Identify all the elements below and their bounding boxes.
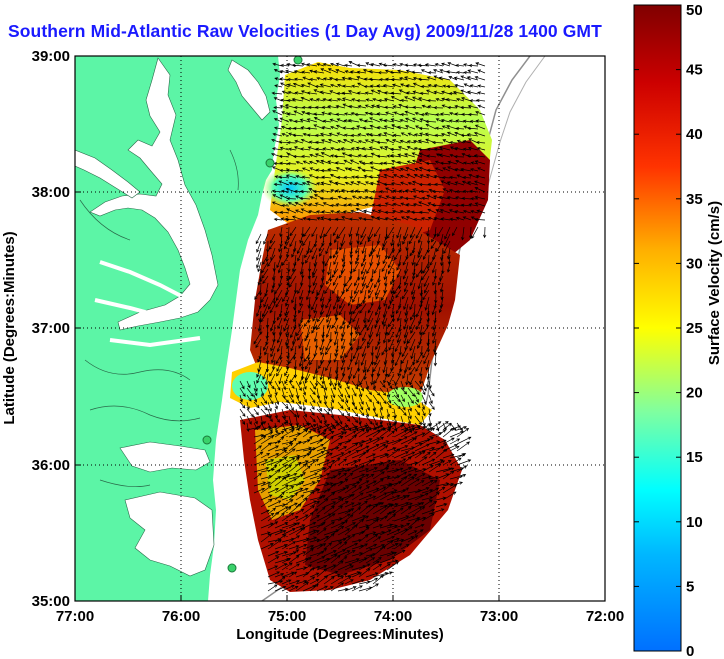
- colorbar-tick-label: 30: [686, 255, 703, 272]
- y-tick-label: 37:00: [32, 320, 70, 337]
- y-tick-label: 35:00: [32, 593, 70, 610]
- colorbar-tick-labels: 0 5 10 15 20 25 30 35 40 45 50: [686, 2, 703, 659]
- x-tick-labels: 77:00 76:00 75:00 74:00 73:00 72:00: [56, 608, 624, 625]
- colorbar-tick-label: 15: [686, 449, 703, 466]
- map-title: Southern Mid-Atlantic Raw Velocities (1 …: [8, 21, 602, 41]
- colorbar-tick-label: 10: [686, 514, 703, 531]
- radar-station: [227, 563, 237, 573]
- colorbar-title: Surface Velocity (cm/s): [706, 201, 723, 365]
- x-tick-label: 74:00: [374, 608, 412, 625]
- velocity-field: [230, 61, 492, 592]
- colorbar-tick-label: 40: [686, 126, 703, 143]
- y-tick-label: 36:00: [32, 457, 70, 474]
- radar-station: [293, 56, 303, 65]
- x-tick-label: 76:00: [162, 608, 200, 625]
- colorbar-tick-label: 20: [686, 385, 703, 402]
- colorbar: [633, 4, 682, 652]
- y-tick-label: 38:00: [32, 184, 70, 201]
- x-axis-title: Longitude (Degrees:Minutes): [236, 626, 444, 643]
- colorbar-tick-label: 25: [686, 320, 703, 337]
- y-tick-labels: 39:00 38:00 37:00 36:00 35:00: [32, 48, 70, 610]
- colorbar-tick-label: 50: [686, 2, 703, 19]
- york-james-rivers: [94, 260, 201, 348]
- velocity-vectors: [239, 61, 487, 592]
- x-tick-label: 75:00: [268, 608, 306, 625]
- potomac-river: [75, 149, 141, 199]
- radar-station: [202, 435, 212, 445]
- colorbar-ticks: [634, 4, 681, 652]
- x-tick-label: 73:00: [480, 608, 518, 625]
- colorbar-tick-label: 45: [686, 62, 703, 79]
- map-grid: [75, 56, 605, 601]
- colorbar-tick-label: 0: [686, 643, 694, 659]
- colorbar-tick-label: 35: [686, 191, 703, 208]
- y-axis-title: Latitude (Degrees:Minutes): [1, 231, 18, 424]
- radar-station: [265, 158, 275, 168]
- delaware-bay: [227, 59, 271, 121]
- axis-ticks: [74, 55, 606, 602]
- coastline-detail: [79, 149, 239, 487]
- colorbar-tick-label: 5: [686, 578, 694, 595]
- chesapeake-bay: [89, 57, 219, 331]
- x-tick-label: 77:00: [56, 608, 94, 625]
- x-tick-label: 72:00: [586, 608, 624, 625]
- pamlico-sound: [124, 491, 215, 577]
- y-tick-label: 39:00: [32, 48, 70, 65]
